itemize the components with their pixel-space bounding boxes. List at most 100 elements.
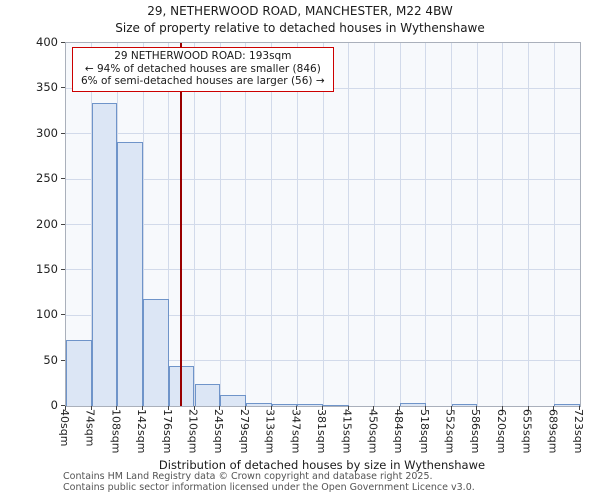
y-tick-mark — [61, 223, 65, 225]
bar — [554, 404, 580, 406]
x-tick-mark — [527, 406, 529, 410]
x-tick-mark — [399, 406, 401, 410]
grid-line-v — [502, 43, 504, 406]
annotation-line-2: ← 94% of detached houses are smaller (84… — [84, 62, 321, 75]
bar — [271, 404, 298, 406]
y-tick-label: 300 — [36, 125, 58, 140]
y-tick-mark — [61, 359, 65, 361]
grid-line-v — [425, 43, 427, 406]
plot-area: Number of detached properties — [65, 42, 581, 407]
bar — [143, 298, 169, 406]
footer-line-1: Contains HM Land Registry data © Crown c… — [63, 471, 433, 482]
x-tick-mark — [193, 406, 195, 410]
y-tick-label: 400 — [36, 35, 58, 49]
y-tick-label: 50 — [43, 352, 58, 367]
grid-line-v — [476, 43, 478, 406]
x-tick-mark — [65, 406, 66, 410]
y-tick-mark — [61, 405, 65, 406]
x-tick-mark — [219, 406, 221, 410]
grid-line-v — [553, 43, 555, 406]
y-tick-label: 100 — [36, 307, 58, 322]
x-tick-mark — [270, 406, 272, 410]
x-tick-mark — [167, 406, 169, 410]
y-tick-mark — [61, 87, 65, 89]
bar — [194, 384, 221, 406]
x-tick-mark — [553, 406, 555, 410]
x-tick-label: 347sqm — [289, 409, 303, 454]
bar — [66, 339, 92, 406]
x-tick-mark — [116, 406, 118, 410]
x-tick-mark — [450, 406, 452, 410]
x-tick-mark — [501, 406, 503, 410]
x-tick-label: 518sqm — [417, 409, 431, 454]
grid-line-v — [296, 43, 298, 406]
annotation-line-1: 29 NETHERWOOD ROAD: 193sqm — [114, 50, 292, 62]
x-tick-mark — [90, 406, 92, 410]
grid-line-v — [322, 43, 324, 406]
footer-line-2: Contains public sector information licen… — [63, 481, 475, 493]
marker-line — [180, 43, 183, 406]
y-tick-label: 150 — [36, 261, 58, 276]
grid-line-v — [271, 43, 273, 406]
x-tick-label: 484sqm — [392, 409, 406, 454]
bar — [220, 395, 246, 406]
annotation-line-3: 6% of semi-detached houses are larger (5… — [81, 75, 325, 87]
footer-text: Contains HM Land Registry data © Crown c… — [63, 471, 475, 493]
bar — [323, 405, 349, 407]
y-tick-mark — [61, 42, 65, 43]
x-tick-label: 450sqm — [366, 409, 380, 454]
y-tick-mark — [61, 132, 65, 134]
x-tick-mark — [296, 406, 298, 410]
bar — [117, 141, 144, 406]
y-tick-mark — [61, 268, 65, 270]
chart-subtitle: Size of property relative to detached ho… — [115, 21, 485, 35]
bar — [400, 403, 426, 406]
annotation-box: 29 NETHERWOOD ROAD: 193sqm ← 94% of deta… — [72, 47, 334, 92]
x-tick-label: 74sqm — [83, 409, 97, 447]
x-tick-mark — [424, 406, 426, 410]
x-tick-label: 415sqm — [340, 409, 354, 454]
y-tick-mark — [61, 314, 65, 316]
x-tick-mark — [579, 406, 580, 410]
x-tick-label: 381sqm — [315, 409, 328, 454]
x-tick-label: 655sqm — [520, 409, 534, 454]
x-tick-label: 586sqm — [469, 409, 483, 454]
grid-line-v — [142, 43, 144, 406]
y-tick-label: 250 — [36, 171, 58, 186]
grid-line-v — [399, 43, 401, 406]
grid-line-v — [373, 43, 375, 406]
grid-line-v — [168, 43, 170, 406]
grid-line-v — [451, 43, 452, 406]
x-tick-mark — [476, 406, 478, 410]
x-tick-label: 689sqm — [546, 409, 560, 454]
grid-line-v — [348, 43, 350, 406]
x-tick-label: 176sqm — [160, 409, 174, 454]
x-tick-mark — [142, 406, 144, 410]
bar — [245, 403, 272, 406]
bar — [297, 404, 323, 406]
bar — [91, 102, 118, 406]
x-axis-label: Distribution of detached houses by size … — [158, 458, 486, 472]
bar — [451, 404, 478, 406]
grid-line-v — [194, 43, 195, 406]
y-tick-label: 350 — [36, 80, 58, 95]
x-tick-label: 210sqm — [186, 409, 200, 454]
chart-title: 29, NETHERWOOD ROAD, MANCHESTER, M22 4BW — [147, 4, 453, 18]
x-tick-label: 552sqm — [443, 409, 457, 454]
y-tick-mark — [61, 178, 65, 180]
x-tick-mark — [347, 406, 349, 410]
x-tick-label: 142sqm — [135, 409, 149, 454]
x-tick-mark — [244, 406, 246, 410]
x-tick-label: 108sqm — [109, 409, 123, 454]
x-tick-label: 245sqm — [212, 409, 226, 454]
x-tick-mark — [373, 406, 375, 410]
x-tick-label: 620sqm — [494, 409, 508, 454]
x-tick-label: 723sqm — [572, 409, 585, 454]
x-tick-label: 279sqm — [237, 409, 251, 454]
y-tick-label: 0 — [50, 398, 58, 412]
y-tick-label: 200 — [36, 216, 58, 231]
x-tick-label: 313sqm — [263, 409, 277, 454]
grid-line-v — [219, 43, 221, 406]
grid-line-v — [245, 43, 247, 406]
